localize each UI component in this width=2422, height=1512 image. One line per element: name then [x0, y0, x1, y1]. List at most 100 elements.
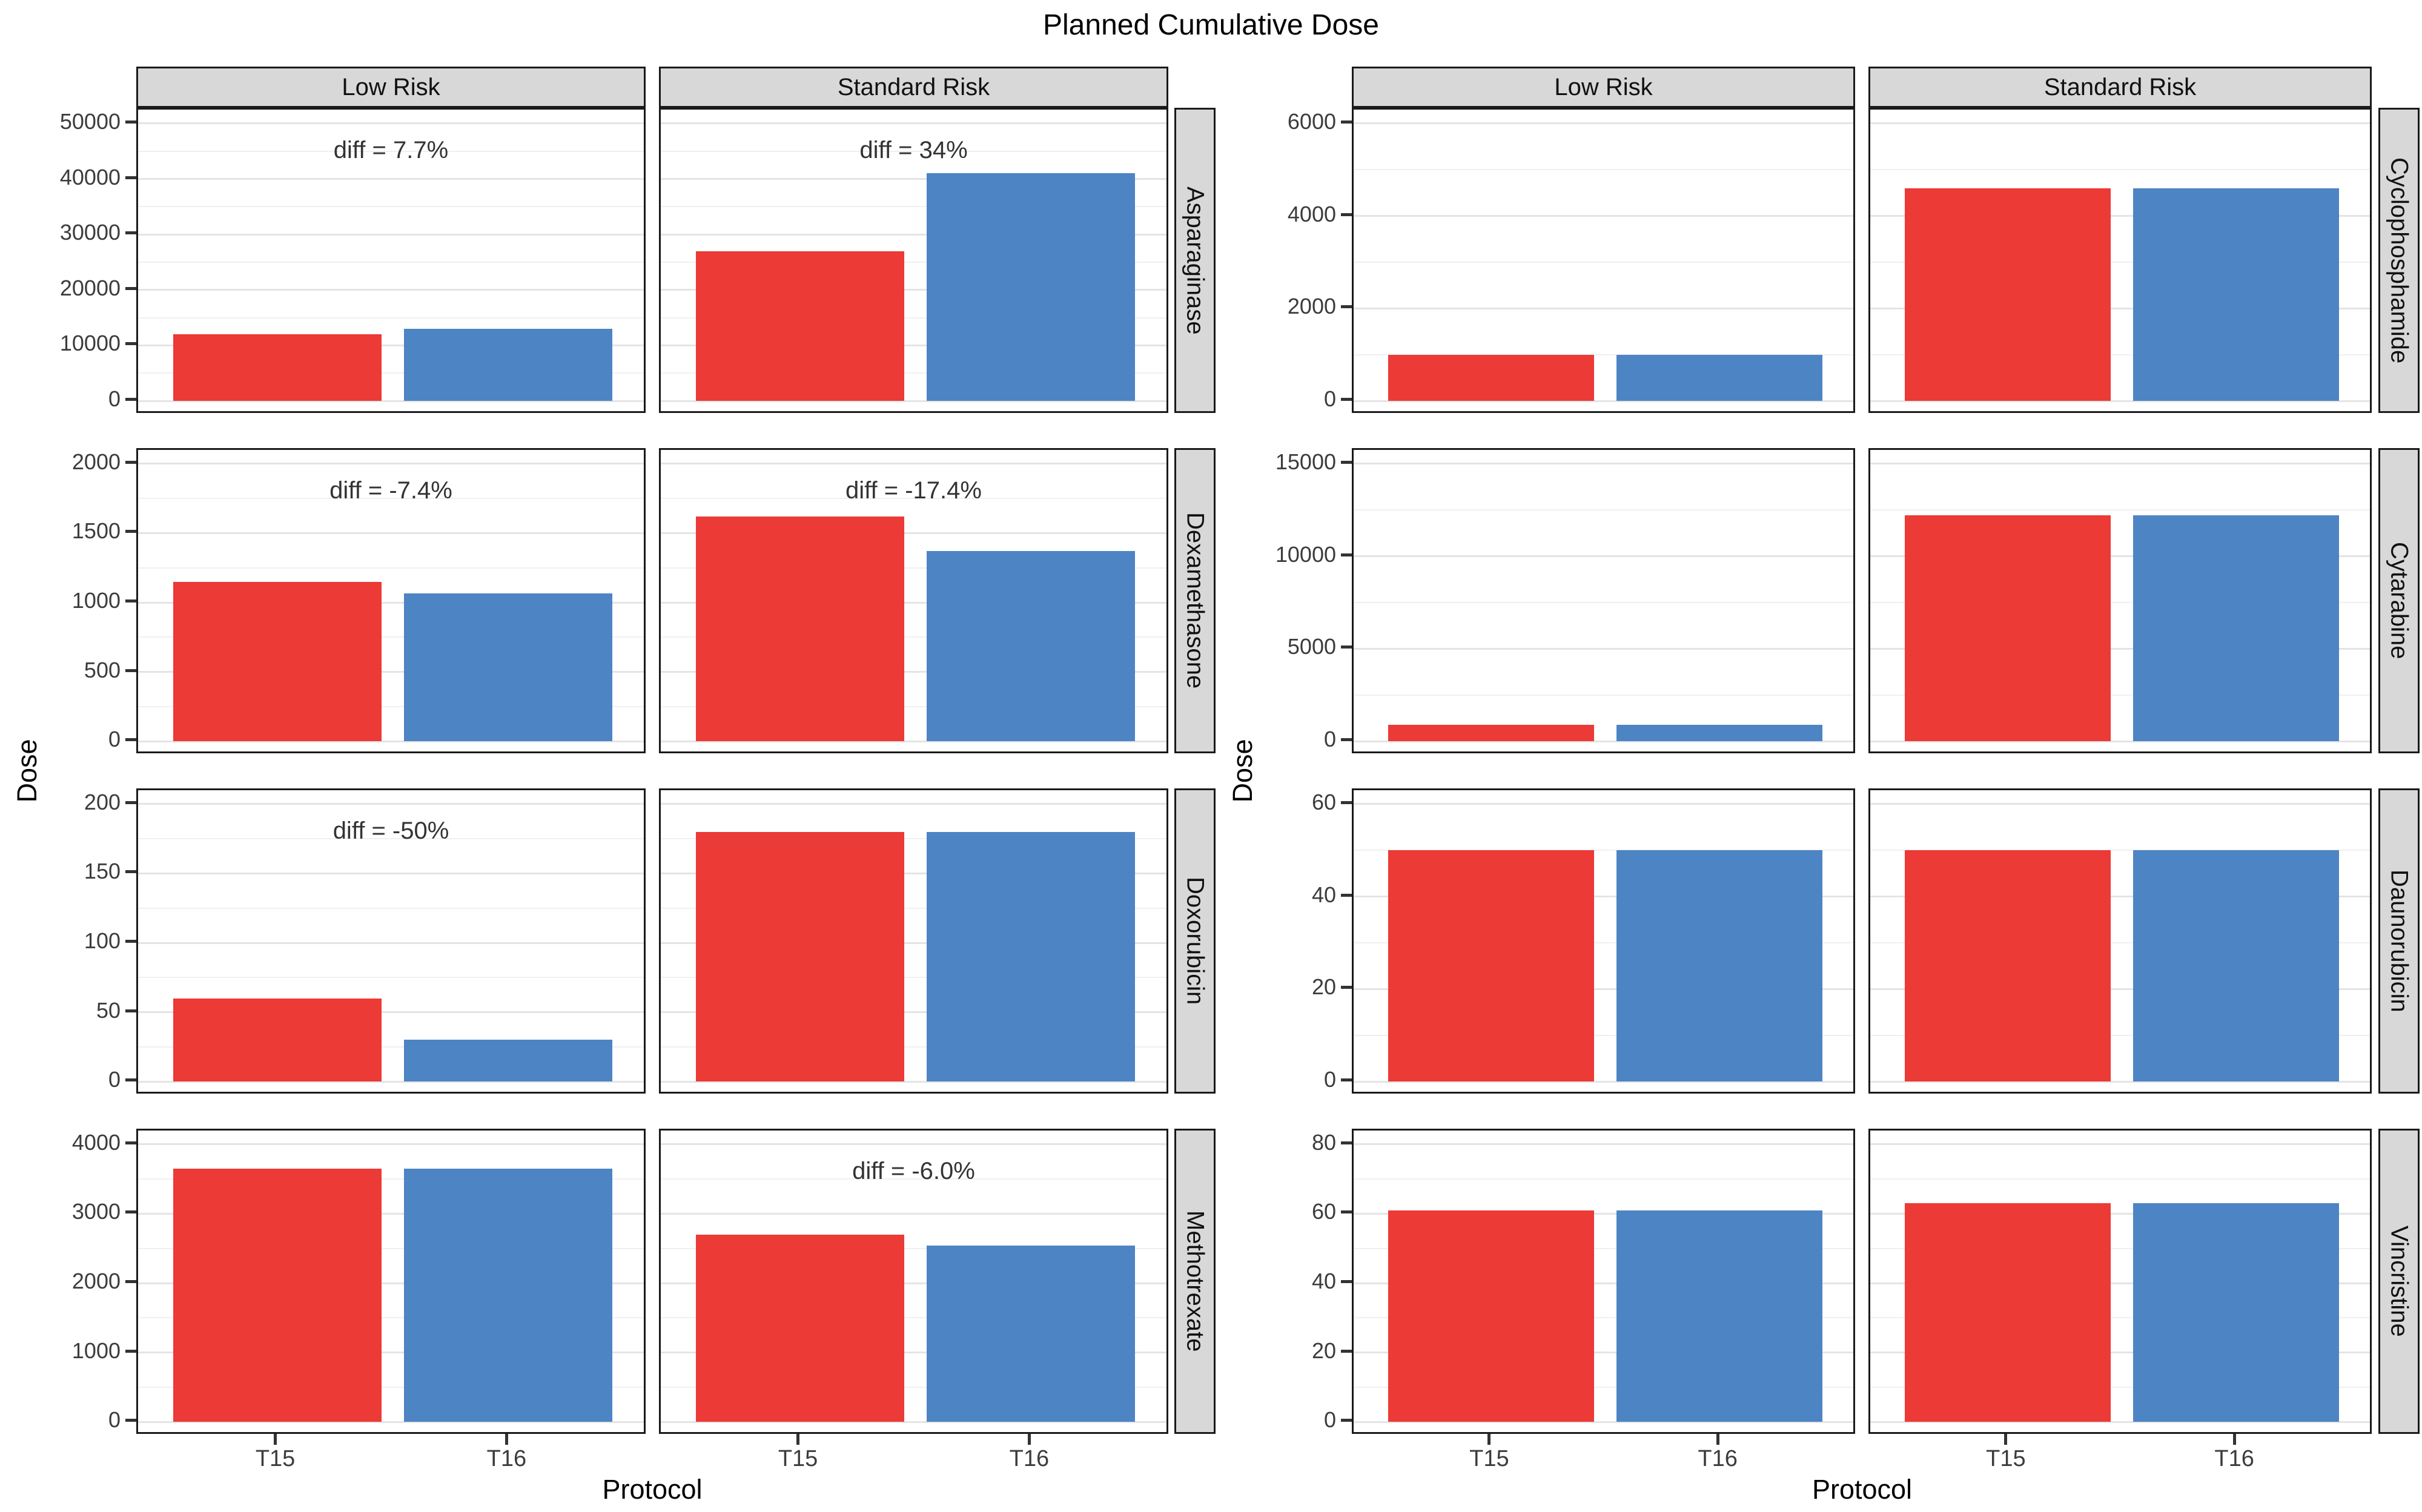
facet-panel: [1868, 108, 2372, 413]
x-axis-tick-label: T15: [778, 1446, 818, 1471]
y-axis-tick-mark: [1341, 305, 1352, 309]
y-axis-tick-mark: [125, 669, 136, 672]
facet-column-strip: Low Risk: [1352, 67, 1855, 108]
y-axis-tick-label: 1000: [71, 588, 121, 613]
y-axis-tick-label: 0: [1323, 1067, 1336, 1092]
gridline-major: [1354, 1143, 1853, 1146]
gridline-minor: [1870, 509, 2370, 511]
bar-t15: [695, 831, 904, 1082]
gridline-major: [1870, 215, 2370, 217]
gridline-major: [661, 532, 1166, 534]
gridline-minor: [1354, 942, 1853, 943]
gridline-major: [1354, 896, 1853, 898]
gridline-minor: [1354, 509, 1853, 511]
y-axis-tick-label: 1000: [71, 1338, 121, 1363]
y-axis-tick-label: 1500: [71, 518, 121, 544]
gridline-major: [1870, 1212, 2370, 1215]
gridline-minor: [1354, 1178, 1853, 1180]
facet-panel: [1352, 788, 1855, 1094]
bar-t15: [1904, 850, 2111, 1082]
gridline-major: [661, 1011, 1166, 1014]
gridline-minor: [661, 1247, 1166, 1249]
bar-t15: [695, 251, 904, 401]
gridline-minor: [1870, 1317, 2370, 1319]
gridline-minor: [661, 317, 1166, 319]
y-axis-tick-label: 0: [108, 1407, 121, 1433]
gridline-major: [1354, 647, 1853, 650]
x-axis-tick-mark: [1716, 1434, 1719, 1445]
gridline-major: [1870, 400, 2370, 402]
gridline-major: [1354, 400, 1853, 402]
y-axis-tick-mark: [1341, 1349, 1352, 1353]
y-axis-tick-mark: [1341, 213, 1352, 216]
y-axis-tick-label: 6000: [1287, 108, 1336, 134]
bar-t15: [1904, 1203, 2111, 1422]
facet-row-strip: Dexamethasone: [1174, 448, 1216, 753]
gridline-minor: [661, 636, 1166, 638]
diff-annotation: diff = -17.4%: [845, 477, 982, 504]
bar-t15: [173, 998, 382, 1082]
gridline-minor: [1354, 602, 1853, 603]
gridline-major: [138, 344, 644, 346]
y-axis-tick-label: 60: [1311, 789, 1336, 814]
x-axis-tick-label: T16: [1009, 1446, 1050, 1471]
gridline-major: [661, 289, 1166, 291]
y-axis-tick-mark: [125, 1009, 136, 1012]
y-axis-tick-mark: [125, 460, 136, 464]
gridline-major: [138, 740, 644, 742]
bar-t15: [1904, 515, 2111, 742]
y-axis-tick-label: 4000: [1287, 201, 1336, 226]
x-axis-title: Protocol: [1812, 1474, 1913, 1505]
y-axis-tick-label: 20: [1311, 1338, 1336, 1363]
y-axis-tick-label: 0: [1323, 386, 1336, 412]
gridline-major: [661, 601, 1166, 604]
gridline-major: [661, 233, 1166, 236]
gridline-major: [1870, 988, 2370, 990]
x-axis-tick-mark: [2004, 1434, 2008, 1445]
x-axis-tick-label: T15: [1469, 1446, 1509, 1471]
x-axis-tick-label: T15: [1986, 1446, 2026, 1471]
gridline-minor: [661, 1386, 1166, 1388]
bar-t16: [404, 1040, 613, 1082]
y-axis-tick-label: 200: [84, 789, 121, 814]
gridline-minor: [661, 372, 1166, 374]
facet-column-strip: Standard Risk: [659, 67, 1168, 108]
gridline-minor: [138, 150, 644, 152]
gridline-major: [138, 803, 644, 805]
y-axis-tick-label: 2000: [1287, 294, 1336, 319]
gridline-minor: [661, 907, 1166, 909]
x-axis-tick-label: T16: [1698, 1446, 1738, 1471]
gridline-major: [1870, 896, 2370, 898]
gridline-major: [661, 740, 1166, 742]
gridline-major: [1870, 463, 2370, 465]
y-axis-tick-mark: [1341, 398, 1352, 401]
facet-panel: [136, 1129, 646, 1434]
gridline-major: [1870, 1352, 2370, 1354]
facet-row-strip: Vincristine: [2378, 1129, 2420, 1434]
gridline-minor: [661, 1317, 1166, 1319]
diff-annotation: diff = -50%: [333, 817, 449, 844]
y-axis-tick-mark: [125, 940, 136, 943]
gridline-minor: [661, 705, 1166, 707]
x-axis-tick-mark: [1487, 1434, 1491, 1445]
gridline-major: [138, 1352, 644, 1354]
y-axis-tick-mark: [125, 1141, 136, 1144]
x-axis-tick-label: T16: [2214, 1446, 2254, 1471]
x-axis-tick-mark: [2232, 1434, 2236, 1445]
x-axis-tick-mark: [796, 1434, 800, 1445]
facet-panel: [1352, 448, 1855, 753]
facet-panel: [659, 788, 1168, 1094]
facet-panel: diff = 34%: [659, 108, 1168, 413]
y-axis-tick-mark: [125, 231, 136, 235]
bar-t16: [1616, 354, 1823, 401]
facet-panel: diff = -7.4%: [136, 448, 646, 753]
y-axis-tick-mark: [125, 1419, 136, 1422]
y-axis-tick-mark: [125, 398, 136, 401]
gridline-major: [661, 803, 1166, 805]
bar-t16: [927, 551, 1136, 742]
facet-row-strip: Doxorubicin: [1174, 788, 1216, 1094]
bar-t16: [2133, 515, 2340, 742]
gridline-major: [661, 463, 1166, 465]
gridline-minor: [1870, 942, 2370, 943]
facet-panel: diff = 7.7%: [136, 108, 646, 413]
